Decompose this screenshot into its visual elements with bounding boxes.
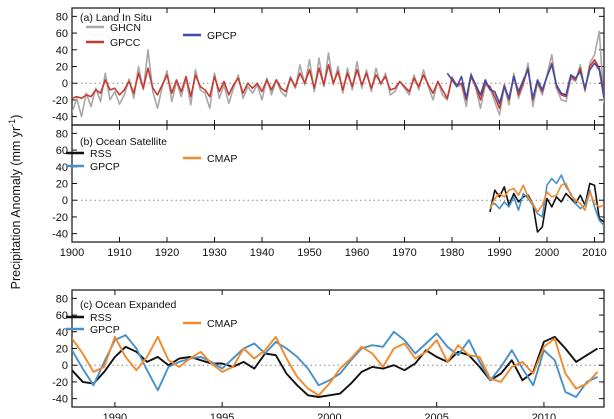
series-line-rss — [489, 182, 604, 233]
y-tick-label: 60 — [56, 145, 68, 157]
panel-title: (b) Ocean Satellite — [80, 136, 167, 148]
series-line-rss — [72, 335, 599, 398]
y-tick-label: -20 — [52, 212, 68, 224]
x-tick-label: 1995 — [210, 412, 234, 419]
y-tick-label: 80 — [56, 128, 68, 140]
x-tick-label: 2010 — [532, 412, 556, 419]
y-tick-label: 20 — [56, 179, 68, 191]
y-tick-label: 0 — [62, 195, 68, 207]
x-tick-label: 1990 — [103, 412, 127, 419]
y-tick-label: 20 — [56, 62, 68, 74]
y-axis-label: Precipitation Anomaly (mm yr-1) — [7, 115, 23, 290]
y-tick-label: 0 — [62, 360, 68, 372]
legend-label-ghcn: GHCN — [110, 22, 141, 34]
x-tick-label: 1990 — [487, 247, 511, 259]
x-tick-label: 2000 — [535, 247, 559, 259]
y-tick-label: -40 — [52, 112, 68, 124]
y-tick-label: 80 — [56, 293, 68, 305]
series-line-cmap — [72, 335, 599, 397]
y-tick-label: 0 — [62, 78, 68, 90]
x-tick-label: 1930 — [202, 247, 226, 259]
x-tick-label: 1910 — [107, 247, 131, 259]
series-line-gpcp — [489, 174, 604, 226]
legend-label-gpcp: GPCP — [90, 324, 120, 336]
x-tick-label: 1980 — [440, 247, 464, 259]
y-tick-label: 40 — [56, 162, 68, 174]
x-tick-label: 1940 — [250, 247, 274, 259]
y-tick-label: 40 — [56, 327, 68, 339]
panel-title: (a) Land In Situ — [80, 12, 152, 24]
x-tick-label: 1970 — [392, 247, 416, 259]
x-tick-label: 1950 — [297, 247, 321, 259]
legend-label-rss: RSS — [90, 148, 112, 160]
y-tick-label: 80 — [56, 11, 68, 23]
y-tick-label: 60 — [56, 310, 68, 322]
x-tick-label: 2010 — [582, 247, 606, 259]
x-tick-label: 2005 — [424, 412, 448, 419]
panel-c: -40 -20 0 20 40 60 80 1990 1995 2000 2005 2010 (c) O… — [52, 289, 605, 419]
y-tick-label: -20 — [52, 95, 68, 107]
y-tick-label: -20 — [52, 377, 68, 389]
y-tick-label: 40 — [56, 45, 68, 57]
series-line-gpcp — [446, 62, 604, 105]
y-tick-label: -40 — [52, 229, 68, 241]
x-tick-label: 1900 — [60, 247, 84, 259]
y-tick-label: -40 — [52, 394, 68, 406]
y-tick-label: 20 — [56, 344, 68, 356]
series-line-cmap — [489, 182, 604, 213]
legend-label-rss: RSS — [90, 312, 112, 324]
legend-label-cmap: CMAP — [207, 153, 237, 165]
y-tick-label: 60 — [56, 28, 68, 40]
panel-b: -40 -20 0 20 40 60 80 1900 1910 1920 1930 1940 1950 1… — [52, 124, 607, 259]
legend-label-gpcp: GPCP — [207, 30, 237, 42]
legend-label-cmap: CMAP — [207, 318, 237, 330]
x-tick-label: 1920 — [155, 247, 179, 259]
legend-label-gpcp: GPCP — [90, 161, 120, 173]
panel-title: (c) Ocean Expanded — [80, 299, 176, 311]
legend-label-gpcc: GPCC — [110, 37, 141, 49]
x-tick-label: 2000 — [317, 412, 341, 419]
x-tick-label: 1960 — [345, 247, 369, 259]
